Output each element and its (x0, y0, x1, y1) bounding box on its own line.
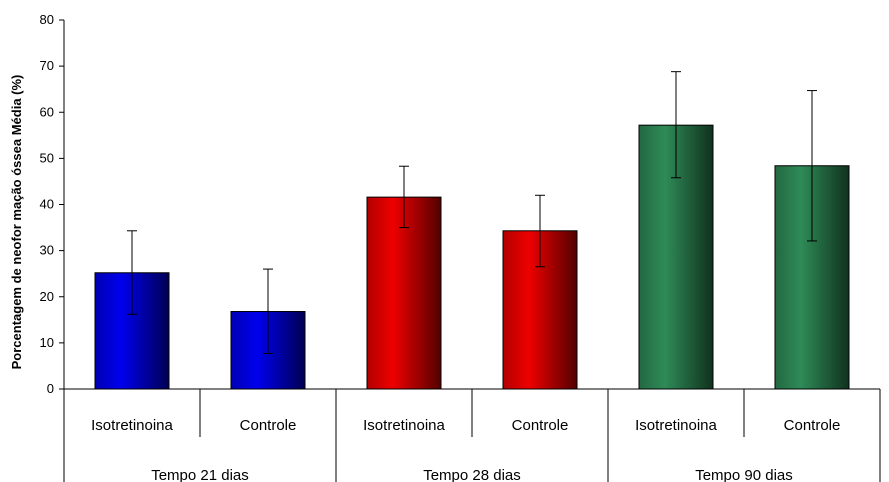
group-label: Tempo 90 dias (695, 467, 793, 482)
y-tick-label: 50 (40, 150, 54, 165)
category-label: Controle (784, 417, 841, 434)
category-label: Isotretinoina (91, 417, 173, 434)
bars (94, 71, 850, 390)
y-axis: 0 10 20 30 40 50 60 70 80 (40, 12, 65, 396)
y-tick-label: 60 (40, 104, 54, 119)
category-label: Controle (512, 417, 569, 434)
group-label: Tempo 28 dias (423, 467, 521, 482)
group-label: Tempo 21 dias (151, 467, 249, 482)
x-axis: Isotretinoina Controle Isotretinoina Contro… (63, 388, 881, 482)
category-label: Isotretinoina (363, 417, 445, 434)
y-tick-label: 80 (40, 12, 54, 27)
category-label: Controle (240, 417, 297, 434)
y-tick-label: 40 (40, 197, 54, 212)
y-tick-label: 20 (40, 289, 54, 304)
y-axis-label: Porcentagem de neofor mação óssea Média … (9, 75, 24, 370)
category-label: Isotretinoina (635, 417, 717, 434)
y-tick-label: 0 (47, 381, 54, 396)
y-tick-label: 10 (40, 335, 54, 350)
y-tick-label: 70 (40, 58, 54, 73)
y-tick-label: 30 (40, 243, 54, 258)
